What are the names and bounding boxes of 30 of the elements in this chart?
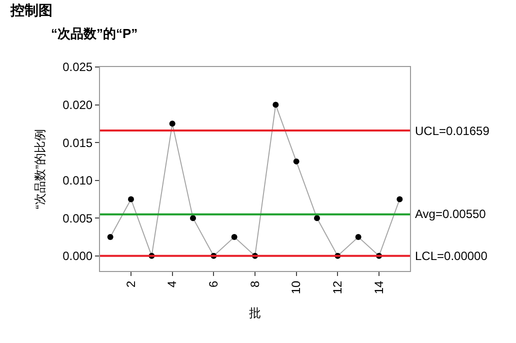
y-tick-label: 0.025	[62, 60, 93, 74]
chart-title: 控制图	[9, 2, 52, 18]
x-tick-label: 10	[289, 280, 304, 294]
point	[107, 234, 114, 240]
y-tick-label: 0.010	[62, 174, 93, 188]
x-tick-label: 2	[124, 280, 138, 288]
point	[190, 215, 196, 222]
point	[396, 196, 403, 202]
point	[272, 102, 279, 108]
chart-subtitle: “次品数”的“P”	[51, 26, 138, 41]
x-tick-label: 8	[248, 280, 262, 288]
point	[355, 234, 362, 240]
y-tick-label: 0.005	[62, 211, 93, 226]
y-tick-label: 0.000	[62, 249, 93, 264]
ref-line-label: LCL=0.00000	[415, 249, 488, 263]
x-tick-label: 12	[330, 280, 345, 294]
x-tick-label: 6	[206, 280, 221, 288]
point	[231, 234, 238, 240]
y-tick-label: 0.015	[62, 136, 93, 150]
x-axis-title: 批	[249, 306, 261, 320]
x-tick-label: 4	[165, 280, 180, 288]
ref-line-label: UCL=0.01659	[415, 124, 490, 138]
x-tick-label: 14	[372, 280, 386, 294]
point	[314, 215, 320, 222]
y-axis-title: “次品数”的比例	[32, 129, 47, 209]
point	[128, 196, 134, 202]
point	[169, 120, 176, 127]
point	[293, 158, 300, 164]
y-tick-label: 0.020	[62, 98, 93, 112]
ref-line-label: Avg=0.00550	[415, 207, 486, 221]
